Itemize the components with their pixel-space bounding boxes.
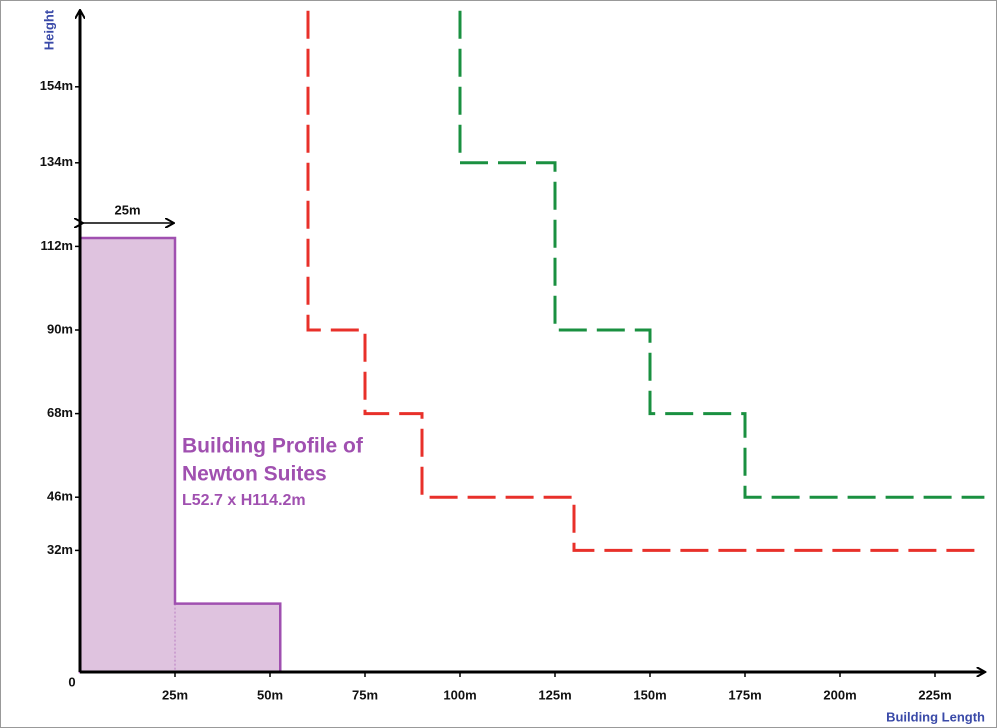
x-axis-title: Building Length — [886, 709, 985, 724]
x-tick-label: 50m — [257, 687, 283, 702]
y-tick-label: 134m — [40, 154, 73, 169]
x-tick-label: 175m — [728, 687, 761, 702]
x-tick-label: 75m — [352, 687, 378, 702]
setback-line — [306, 10, 985, 552]
dimension-label: 25m — [114, 202, 140, 217]
x-tick-label: 100m — [443, 687, 476, 702]
x-tick-label: 225m — [918, 687, 951, 702]
y-tick-label: 46m — [47, 489, 73, 504]
x-tick-label: 200m — [823, 687, 856, 702]
setback-line — [458, 10, 985, 499]
y-tick-label: 112m — [40, 238, 73, 253]
y-tick-label: 68m — [47, 405, 73, 420]
annotation: Building Profile of — [182, 435, 364, 458]
origin-label: 0 — [68, 674, 75, 689]
y-tick-label: 154m — [40, 78, 73, 93]
x-tick-label: 125m — [538, 687, 571, 702]
x-tick-label: 150m — [633, 687, 666, 702]
x-tick-label: 25m — [162, 687, 188, 702]
y-tick-label: 90m — [47, 321, 73, 336]
annotation: Newton Suites — [182, 463, 327, 486]
y-axis-title: Height — [41, 9, 56, 50]
y-tick-label: 32m — [47, 542, 73, 557]
annotation: L52.7 x H114.2m — [182, 492, 306, 509]
